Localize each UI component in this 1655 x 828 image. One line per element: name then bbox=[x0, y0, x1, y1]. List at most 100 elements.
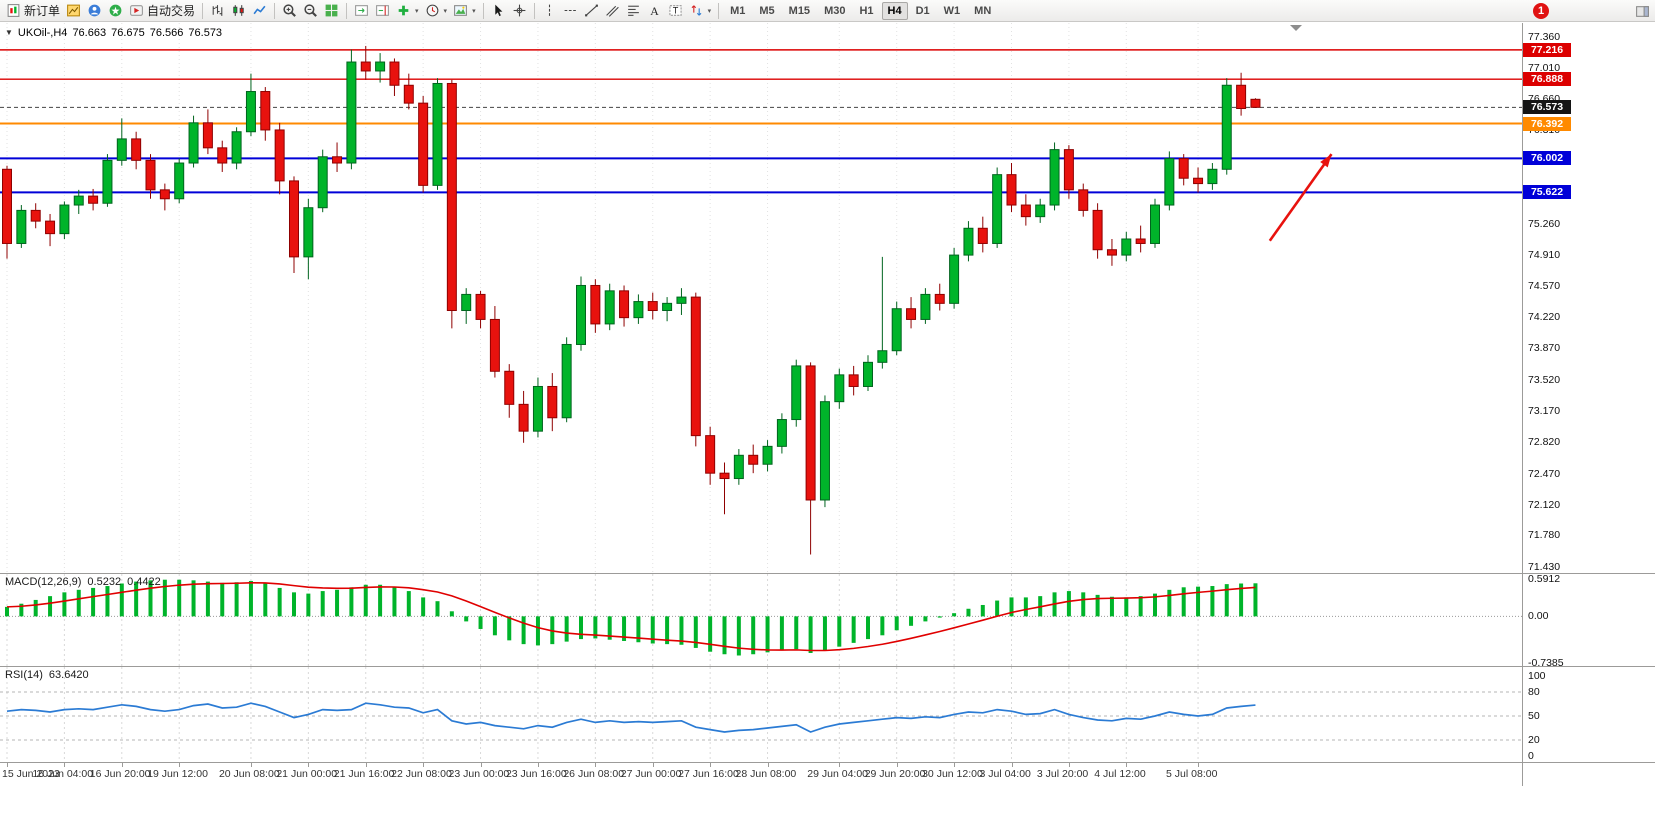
autotrading-icon bbox=[130, 5, 143, 16]
rsi-axis-label: 0 bbox=[1528, 750, 1534, 762]
candle-chart-icon[interactable] bbox=[228, 2, 249, 19]
time-label: 29 Jun 20:00 bbox=[864, 768, 926, 780]
toolbar-separator bbox=[718, 2, 720, 19]
rsi-canvas[interactable] bbox=[0, 667, 1522, 762]
chevron-down-icon: ▾ bbox=[443, 7, 448, 15]
time-tick bbox=[179, 763, 181, 767]
label-icon[interactable]: T bbox=[665, 2, 686, 19]
time-label: 30 Jun 12:00 bbox=[922, 768, 983, 780]
panel-toggle-icon[interactable] bbox=[1634, 3, 1650, 19]
timeframe-d1-button[interactable]: D1 bbox=[915, 4, 930, 17]
macd-panel[interactable]: MACD(12,26,9) 0.5232 0.4422 bbox=[0, 574, 1522, 666]
crosshair-icon bbox=[513, 4, 525, 17]
bar-chart-icon bbox=[212, 5, 223, 16]
timeframe-m1-button[interactable]: M1 bbox=[730, 4, 746, 17]
timeframe-m5-button[interactable]: M5 bbox=[759, 4, 775, 17]
chart-shift-icon[interactable] bbox=[372, 2, 393, 19]
price-tick: 71.430 bbox=[1528, 560, 1561, 573]
zoom-out-icon[interactable] bbox=[300, 2, 321, 19]
time-tick bbox=[652, 763, 654, 767]
candle-chart-icon bbox=[233, 5, 244, 16]
timeframe-h1-button[interactable]: H1 bbox=[859, 4, 874, 17]
label-icon: T bbox=[668, 5, 682, 16]
navigator-icon[interactable] bbox=[105, 2, 126, 19]
timeframe-m15-button[interactable]: M15 bbox=[788, 4, 811, 17]
price-tick: 71.780 bbox=[1528, 529, 1561, 542]
timeframe-mn-button[interactable]: MN bbox=[974, 4, 992, 17]
template-icon[interactable]: ▾ bbox=[450, 2, 479, 19]
time-label: 21 Jun 00:00 bbox=[276, 768, 338, 780]
time-label: 16 Jun 04:00 bbox=[32, 768, 94, 780]
fibo-icon[interactable] bbox=[623, 2, 644, 19]
time-label: 4 Jul 12:00 bbox=[1094, 768, 1146, 780]
time-tick bbox=[537, 763, 539, 767]
zoom-in-icon[interactable] bbox=[279, 2, 300, 19]
price-badge-76.392: 76.392 bbox=[1523, 116, 1571, 131]
symbol-period: UKOil-,H4 bbox=[17, 27, 68, 39]
price-tick: 72.820 bbox=[1528, 436, 1561, 449]
cursor-icon[interactable] bbox=[488, 2, 509, 19]
trend-arrow[interactable] bbox=[1268, 153, 1333, 242]
charts-icon[interactable] bbox=[63, 2, 84, 19]
fibo-icon bbox=[627, 5, 639, 16]
crosshair-icon[interactable] bbox=[509, 2, 530, 19]
price-badge-77.216: 77.216 bbox=[1523, 42, 1571, 57]
toolbar-separator bbox=[202, 2, 204, 19]
hline-icon[interactable] bbox=[560, 2, 581, 19]
tile-windows-icon[interactable] bbox=[321, 2, 342, 19]
candlestick-chart-canvas[interactable] bbox=[0, 23, 1522, 573]
rsi-panel[interactable]: RSI(14) 63.6420 bbox=[0, 667, 1522, 762]
candles-layer bbox=[2, 45, 1261, 555]
time-label: 20 Jun 08:00 bbox=[218, 768, 280, 780]
toolbar-separator bbox=[533, 2, 535, 19]
rsi-label: RSI(14) 63.6420 bbox=[5, 669, 89, 681]
main-chart[interactable]: ▼ UKOil-,H4 76.663 76.675 76.566 76.573 bbox=[0, 23, 1522, 573]
collapse-triangle-icon[interactable]: ▼ bbox=[5, 28, 13, 37]
arrows-icon[interactable]: ▾ bbox=[686, 2, 715, 19]
ohlc-open: 76.663 bbox=[72, 27, 107, 39]
chevron-down-icon: ▾ bbox=[472, 7, 476, 15]
channel-icon[interactable] bbox=[602, 2, 623, 19]
rsi-row: RSI(14) 63.6420 100 80 50 20 0 bbox=[0, 666, 1655, 762]
time-label: 23 Jun 00:00 bbox=[448, 768, 510, 780]
rsi-axis-label: 50 bbox=[1528, 710, 1540, 722]
time-tick bbox=[308, 763, 310, 767]
new-order-icon bbox=[7, 4, 20, 17]
text-icon: A bbox=[650, 5, 659, 18]
arrows-icon bbox=[691, 5, 701, 16]
price-axis[interactable]: 77.36077.01076.66076.31075.26074.91074.5… bbox=[1522, 23, 1655, 573]
rsi-axis-label: 100 bbox=[1528, 670, 1546, 682]
autotrading-button[interactable]: 自动交易 bbox=[126, 1, 198, 20]
vline-icon[interactable] bbox=[539, 2, 560, 19]
period-icon bbox=[426, 4, 438, 17]
time-tick bbox=[896, 763, 898, 767]
bar-chart-icon[interactable] bbox=[207, 2, 228, 19]
time-tick bbox=[480, 763, 482, 767]
time-label: 5 Jul 08:00 bbox=[1166, 768, 1218, 780]
time-label: 27 Jun 16:00 bbox=[678, 768, 739, 780]
time-tick bbox=[839, 763, 841, 767]
macd-canvas[interactable] bbox=[0, 574, 1522, 666]
time-axis[interactable]: 15 Jun 2023 16 Jun 04:00 16 Jun 20:00 19 Ju… bbox=[0, 763, 1522, 786]
new-order-button[interactable]: 新订单 bbox=[3, 1, 63, 20]
macd-axis: 0.5912 0.00 -0.7385 bbox=[1522, 573, 1655, 669]
autoscroll-icon[interactable] bbox=[351, 2, 372, 19]
market-watch-icon[interactable] bbox=[84, 2, 105, 19]
rsi-value: 63.6420 bbox=[48, 669, 89, 681]
rsi-axis-label: 80 bbox=[1528, 686, 1540, 698]
period-icon[interactable]: ▾ bbox=[422, 2, 451, 19]
macd-axis-label: 0.5912 bbox=[1528, 573, 1561, 585]
time-axis-corner bbox=[1522, 763, 1655, 786]
line-chart-icon[interactable] bbox=[249, 2, 270, 19]
notification-badge[interactable]: 1 bbox=[1533, 3, 1549, 19]
trendline-icon[interactable] bbox=[581, 2, 602, 19]
timeframe-w1-button[interactable]: W1 bbox=[943, 4, 961, 17]
price-tick: 74.220 bbox=[1528, 311, 1561, 324]
text-icon[interactable]: A bbox=[644, 2, 665, 19]
time-tick bbox=[250, 763, 252, 767]
chart-shift-marker[interactable] bbox=[1290, 25, 1302, 31]
timeframe-m30-button[interactable]: M30 bbox=[824, 4, 846, 17]
timeframe-h4-button[interactable]: H4 bbox=[881, 1, 908, 20]
add-indicator-icon[interactable]: ▾ bbox=[393, 2, 422, 19]
svg-text:A: A bbox=[650, 5, 659, 18]
